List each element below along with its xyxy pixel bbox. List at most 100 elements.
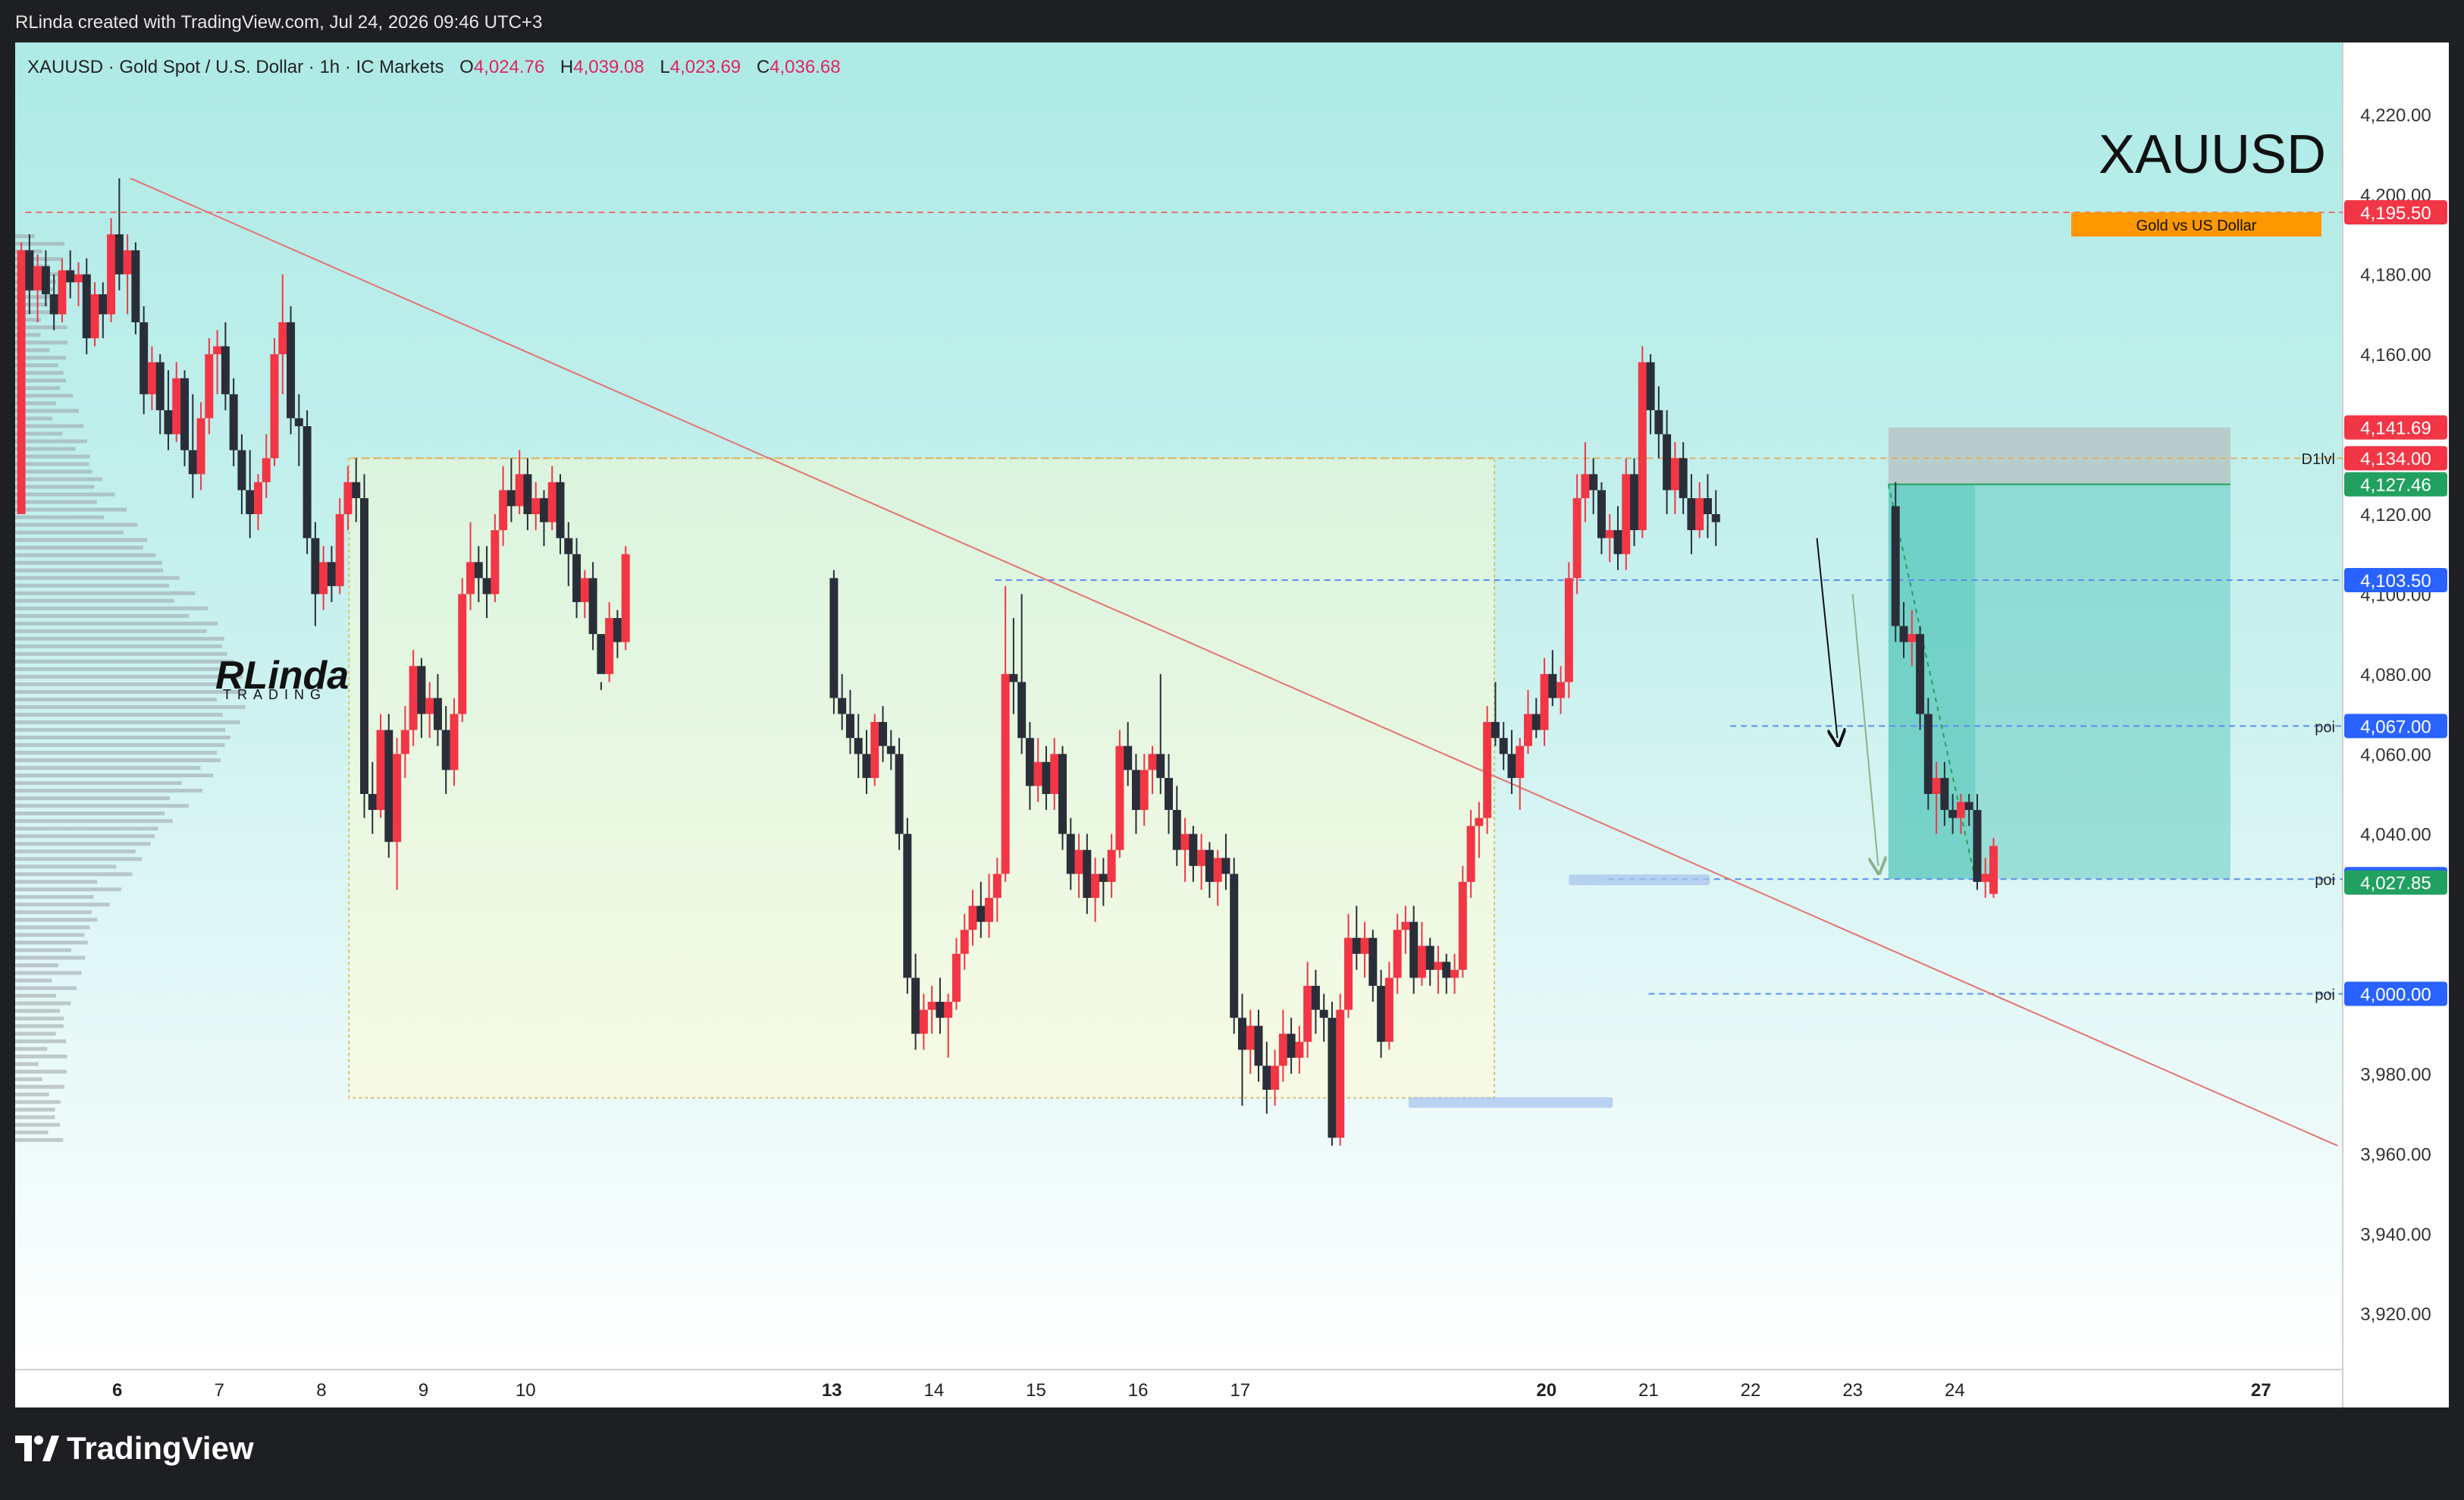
time-axis-background[interactable] [15, 1370, 2449, 1407]
candle-body [74, 274, 83, 283]
volume-profile-bar [15, 872, 133, 877]
candle-body [1221, 858, 1230, 874]
candle-body [1115, 745, 1124, 850]
candle-body [845, 714, 854, 739]
candle-body [1622, 474, 1631, 554]
candle-body [506, 490, 516, 507]
candle-body [458, 594, 467, 714]
candle-body [58, 270, 67, 315]
price-label-bg [2344, 472, 2447, 497]
volume-profile-bar [15, 515, 105, 519]
volume-profile-bar [15, 1130, 49, 1134]
candle-body [1377, 985, 1386, 1042]
volume-profile-bar [15, 621, 218, 626]
volume-profile-bar [15, 895, 94, 899]
volume-profile-bar [15, 1039, 67, 1043]
candle-body [1254, 1025, 1263, 1066]
badge-subtitle-bg [2071, 212, 2321, 237]
candle-body [1581, 474, 1590, 498]
chart-svg[interactable]: 4,220.004,200.004,180.004,160.004,120.00… [15, 42, 2449, 1407]
price-label-bg [2344, 714, 2447, 739]
candle-body [237, 450, 246, 491]
candle-body [1066, 833, 1075, 874]
volume-profile-bar [15, 751, 218, 755]
volume-profile-bar [15, 1084, 64, 1089]
candle-body [1989, 846, 1998, 894]
level-tags-layer: D1lvl poi poi poi [2302, 451, 2335, 1003]
trendline-layer [130, 177, 2338, 1147]
candle-body [41, 266, 50, 295]
candle-body [1613, 530, 1622, 554]
volume-profile-bar [15, 439, 87, 444]
candle-body [1916, 634, 1925, 714]
candle-body [360, 497, 368, 794]
candle-body [384, 730, 393, 843]
candle-body [1956, 802, 1965, 818]
chart-frame[interactable]: 4,220.00 4,200.00 4,180.00 4,160.00 4,120.00… [15, 42, 2449, 1407]
candle-body [221, 346, 230, 394]
volume-profile-bar [15, 522, 138, 527]
volume-profile-bar [15, 340, 67, 345]
volume-profile-bar [15, 819, 173, 824]
candle-body [1417, 946, 1426, 978]
legend-open-label: O [459, 57, 474, 77]
volume-profile-bar [15, 1069, 67, 1074]
candle-body [140, 322, 149, 394]
candle-body [1205, 849, 1214, 882]
volume-profile-bar [15, 1138, 64, 1142]
volume-profile-bar [15, 933, 85, 937]
volume-profile-bar [15, 606, 208, 610]
candle-body [1507, 754, 1516, 778]
candle-body [352, 482, 361, 498]
volume-profile-bar [15, 682, 223, 686]
badge-subtitle: Gold vs US Dollar [2136, 218, 2257, 234]
candle-body [927, 1002, 936, 1010]
candle-body [278, 322, 287, 355]
volume-profile-bar [15, 697, 218, 701]
candle-body [1540, 673, 1549, 730]
price-label-bg [2344, 870, 2447, 895]
x-tick-label: 13 [822, 1380, 842, 1401]
price-axis-background[interactable] [2343, 42, 2449, 1370]
candle-body [1124, 745, 1133, 770]
volume-profile-bar [15, 431, 63, 436]
candle-body [229, 394, 238, 450]
projection-arrow [1816, 538, 1838, 739]
candle-body [1589, 474, 1598, 491]
volume-profile-bar [15, 500, 97, 504]
candle-body [1401, 921, 1410, 930]
volume-profile-bar [15, 971, 82, 975]
candle-body [1303, 985, 1312, 1042]
candle-body [82, 274, 91, 339]
tradingview-logo[interactable]: TradingView [15, 1430, 254, 1467]
candle-body [180, 378, 190, 450]
y-tick-label: 4,220.00 [2360, 105, 2431, 126]
volume-profile [15, 234, 246, 1142]
range-box-layer [348, 457, 1496, 1099]
volume-profile-bar [15, 386, 61, 391]
volume-profile-bar [15, 704, 246, 709]
volume-profile-bar [15, 363, 58, 368]
volume-profile-bar [15, 1100, 61, 1104]
candle-body [1695, 497, 1704, 531]
candle-body [303, 426, 312, 538]
volume-profile-bar [15, 310, 65, 315]
candle-body [1107, 849, 1116, 882]
volume-profile-bar [15, 811, 165, 816]
legend-low-label: L [660, 57, 669, 77]
volume-profile-bar [15, 689, 246, 694]
volume-profile-bar [15, 303, 48, 307]
candle-body [1940, 777, 1949, 811]
x-tick-label: 17 [1230, 1380, 1250, 1401]
volume-profile-bar [15, 1115, 55, 1119]
candle-body [253, 482, 262, 514]
candle-body [1703, 497, 1712, 514]
volume-profile-bar [15, 736, 230, 740]
candle-body [368, 793, 377, 811]
volume-profile-bar [15, 1122, 61, 1127]
candle-body [1899, 626, 1908, 642]
candle-body [919, 1009, 928, 1034]
candle-body [1091, 874, 1100, 899]
y-tick-label: 4,180.00 [2360, 265, 2431, 286]
volume-profile-bar [15, 242, 65, 246]
